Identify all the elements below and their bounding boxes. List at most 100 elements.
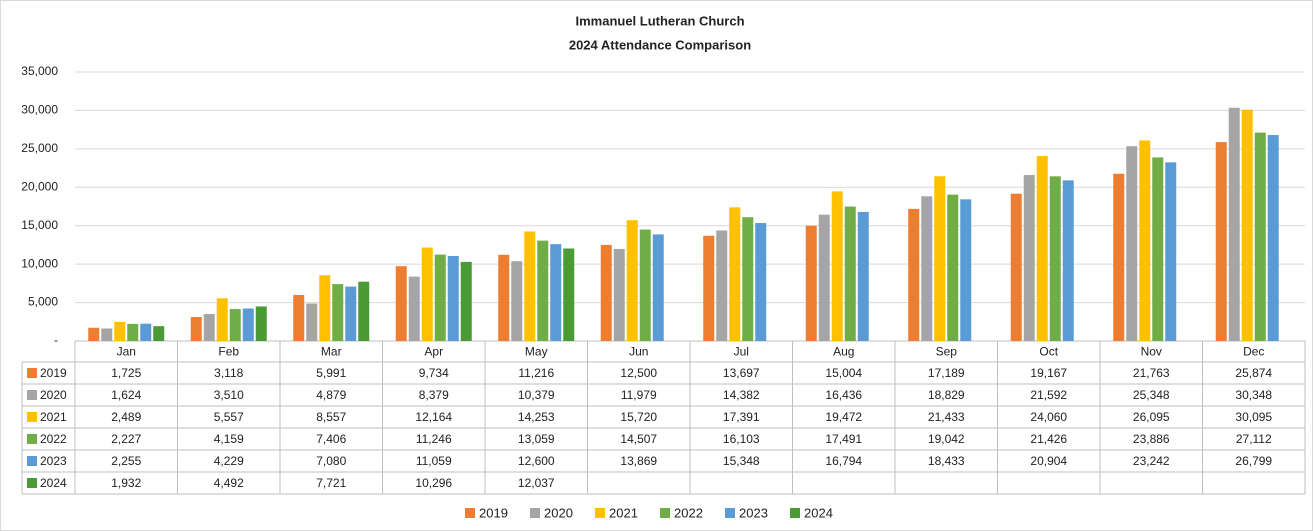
bar — [216, 298, 228, 341]
table-legend-key — [27, 456, 37, 466]
x-tick-label: Oct — [1039, 345, 1058, 359]
x-tick-label: Jan — [117, 345, 136, 359]
bar — [190, 317, 202, 341]
bar — [934, 176, 946, 341]
bar — [524, 231, 536, 341]
table-value: 10,379 — [518, 388, 555, 402]
table-value: 4,159 — [214, 432, 244, 446]
table-value: 27,112 — [1236, 432, 1272, 446]
table-value: 16,103 — [723, 432, 760, 446]
bar — [1126, 146, 1138, 341]
legend-key — [595, 508, 605, 518]
bar — [408, 276, 420, 341]
x-tick-label: Sep — [936, 345, 958, 359]
y-tick-label: 15,000 — [21, 218, 58, 232]
bar — [1254, 132, 1266, 341]
table-value: 11,216 — [518, 366, 554, 380]
y-tick-label: 25,000 — [21, 141, 58, 155]
legend-label: 2023 — [739, 505, 768, 520]
table-value: 2,489 — [111, 410, 141, 424]
x-tick-label: Nov — [1141, 345, 1162, 359]
table-value: 23,242 — [1133, 454, 1170, 468]
table-value: 25,874 — [1235, 366, 1272, 380]
bar — [255, 306, 267, 341]
table-value: 18,829 — [928, 388, 965, 402]
x-tick-label: Apr — [424, 345, 443, 359]
bar — [1139, 140, 1151, 341]
table-value: 4,492 — [214, 476, 244, 490]
table-value: 2,227 — [111, 432, 141, 446]
legend-label: 2020 — [544, 505, 573, 520]
bar — [511, 261, 523, 341]
table-legend-key — [27, 412, 37, 422]
table-value: 1,932 — [111, 476, 141, 490]
table-value: 21,426 — [1030, 432, 1067, 446]
bar — [153, 326, 165, 341]
table-value: 7,406 — [316, 432, 346, 446]
table-value: 23,886 — [1133, 432, 1170, 446]
table-value: 7,721 — [316, 476, 346, 490]
bar — [550, 244, 562, 341]
table-value: 13,697 — [723, 366, 760, 380]
legend-key — [660, 508, 670, 518]
bar — [114, 321, 126, 341]
bar — [1113, 173, 1125, 341]
bar — [716, 230, 728, 341]
legend-label: 2021 — [609, 505, 638, 520]
y-tick-label: 20,000 — [21, 179, 58, 193]
legend-label: 2022 — [674, 505, 703, 520]
table-value: 19,042 — [928, 432, 965, 446]
table-row-label: 2023 — [40, 454, 67, 468]
bar — [358, 281, 370, 341]
table-value: 12,600 — [518, 454, 555, 468]
table-value: 7,080 — [316, 454, 346, 468]
bar — [1049, 176, 1061, 341]
bar — [960, 199, 972, 341]
table-value: 16,794 — [825, 454, 862, 468]
bar — [1241, 109, 1253, 341]
bar — [857, 211, 869, 341]
bar — [626, 220, 638, 341]
bar — [1062, 180, 1074, 341]
table-value: 21,592 — [1030, 388, 1067, 402]
table-value: 30,348 — [1235, 388, 1272, 402]
table-value: 30,095 — [1235, 410, 1272, 424]
legend-key — [530, 508, 540, 518]
table-value: 17,491 — [825, 432, 862, 446]
legend-key — [465, 508, 475, 518]
bar — [1152, 157, 1164, 341]
table-legend-key — [27, 434, 37, 444]
table-value: 21,763 — [1133, 366, 1170, 380]
chart-title: Immanuel Lutheran Church — [575, 13, 744, 28]
bar — [306, 303, 318, 341]
bar — [1010, 193, 1022, 341]
bar — [1267, 135, 1279, 341]
bar — [947, 194, 959, 341]
y-tick-label: 35,000 — [21, 64, 58, 78]
table-value: 1,725 — [111, 366, 141, 380]
bar — [818, 214, 830, 341]
bar — [563, 248, 575, 341]
table-value: 2,255 — [111, 454, 141, 468]
bar — [1215, 142, 1227, 341]
bar — [921, 196, 933, 341]
bar — [600, 244, 612, 341]
table-value: 5,991 — [316, 366, 346, 380]
x-tick-label: Jun — [629, 345, 648, 359]
x-tick-label: Feb — [218, 345, 239, 359]
chart-subtitle: 2024 Attendance Comparison — [569, 37, 751, 52]
bar — [908, 208, 920, 341]
table-value: 10,296 — [415, 476, 452, 490]
table-value: 11,979 — [621, 388, 657, 402]
bar — [831, 191, 843, 341]
legend-label: 2019 — [479, 505, 508, 520]
x-tick-label: Mar — [321, 345, 342, 359]
table-value: 3,510 — [214, 388, 244, 402]
x-tick-label: May — [525, 345, 548, 359]
table-row-label: 2020 — [40, 388, 67, 402]
table-value: 11,246 — [416, 432, 452, 446]
legend-key — [725, 508, 735, 518]
table-value: 15,004 — [825, 366, 862, 380]
table-value: 12,037 — [518, 476, 555, 490]
